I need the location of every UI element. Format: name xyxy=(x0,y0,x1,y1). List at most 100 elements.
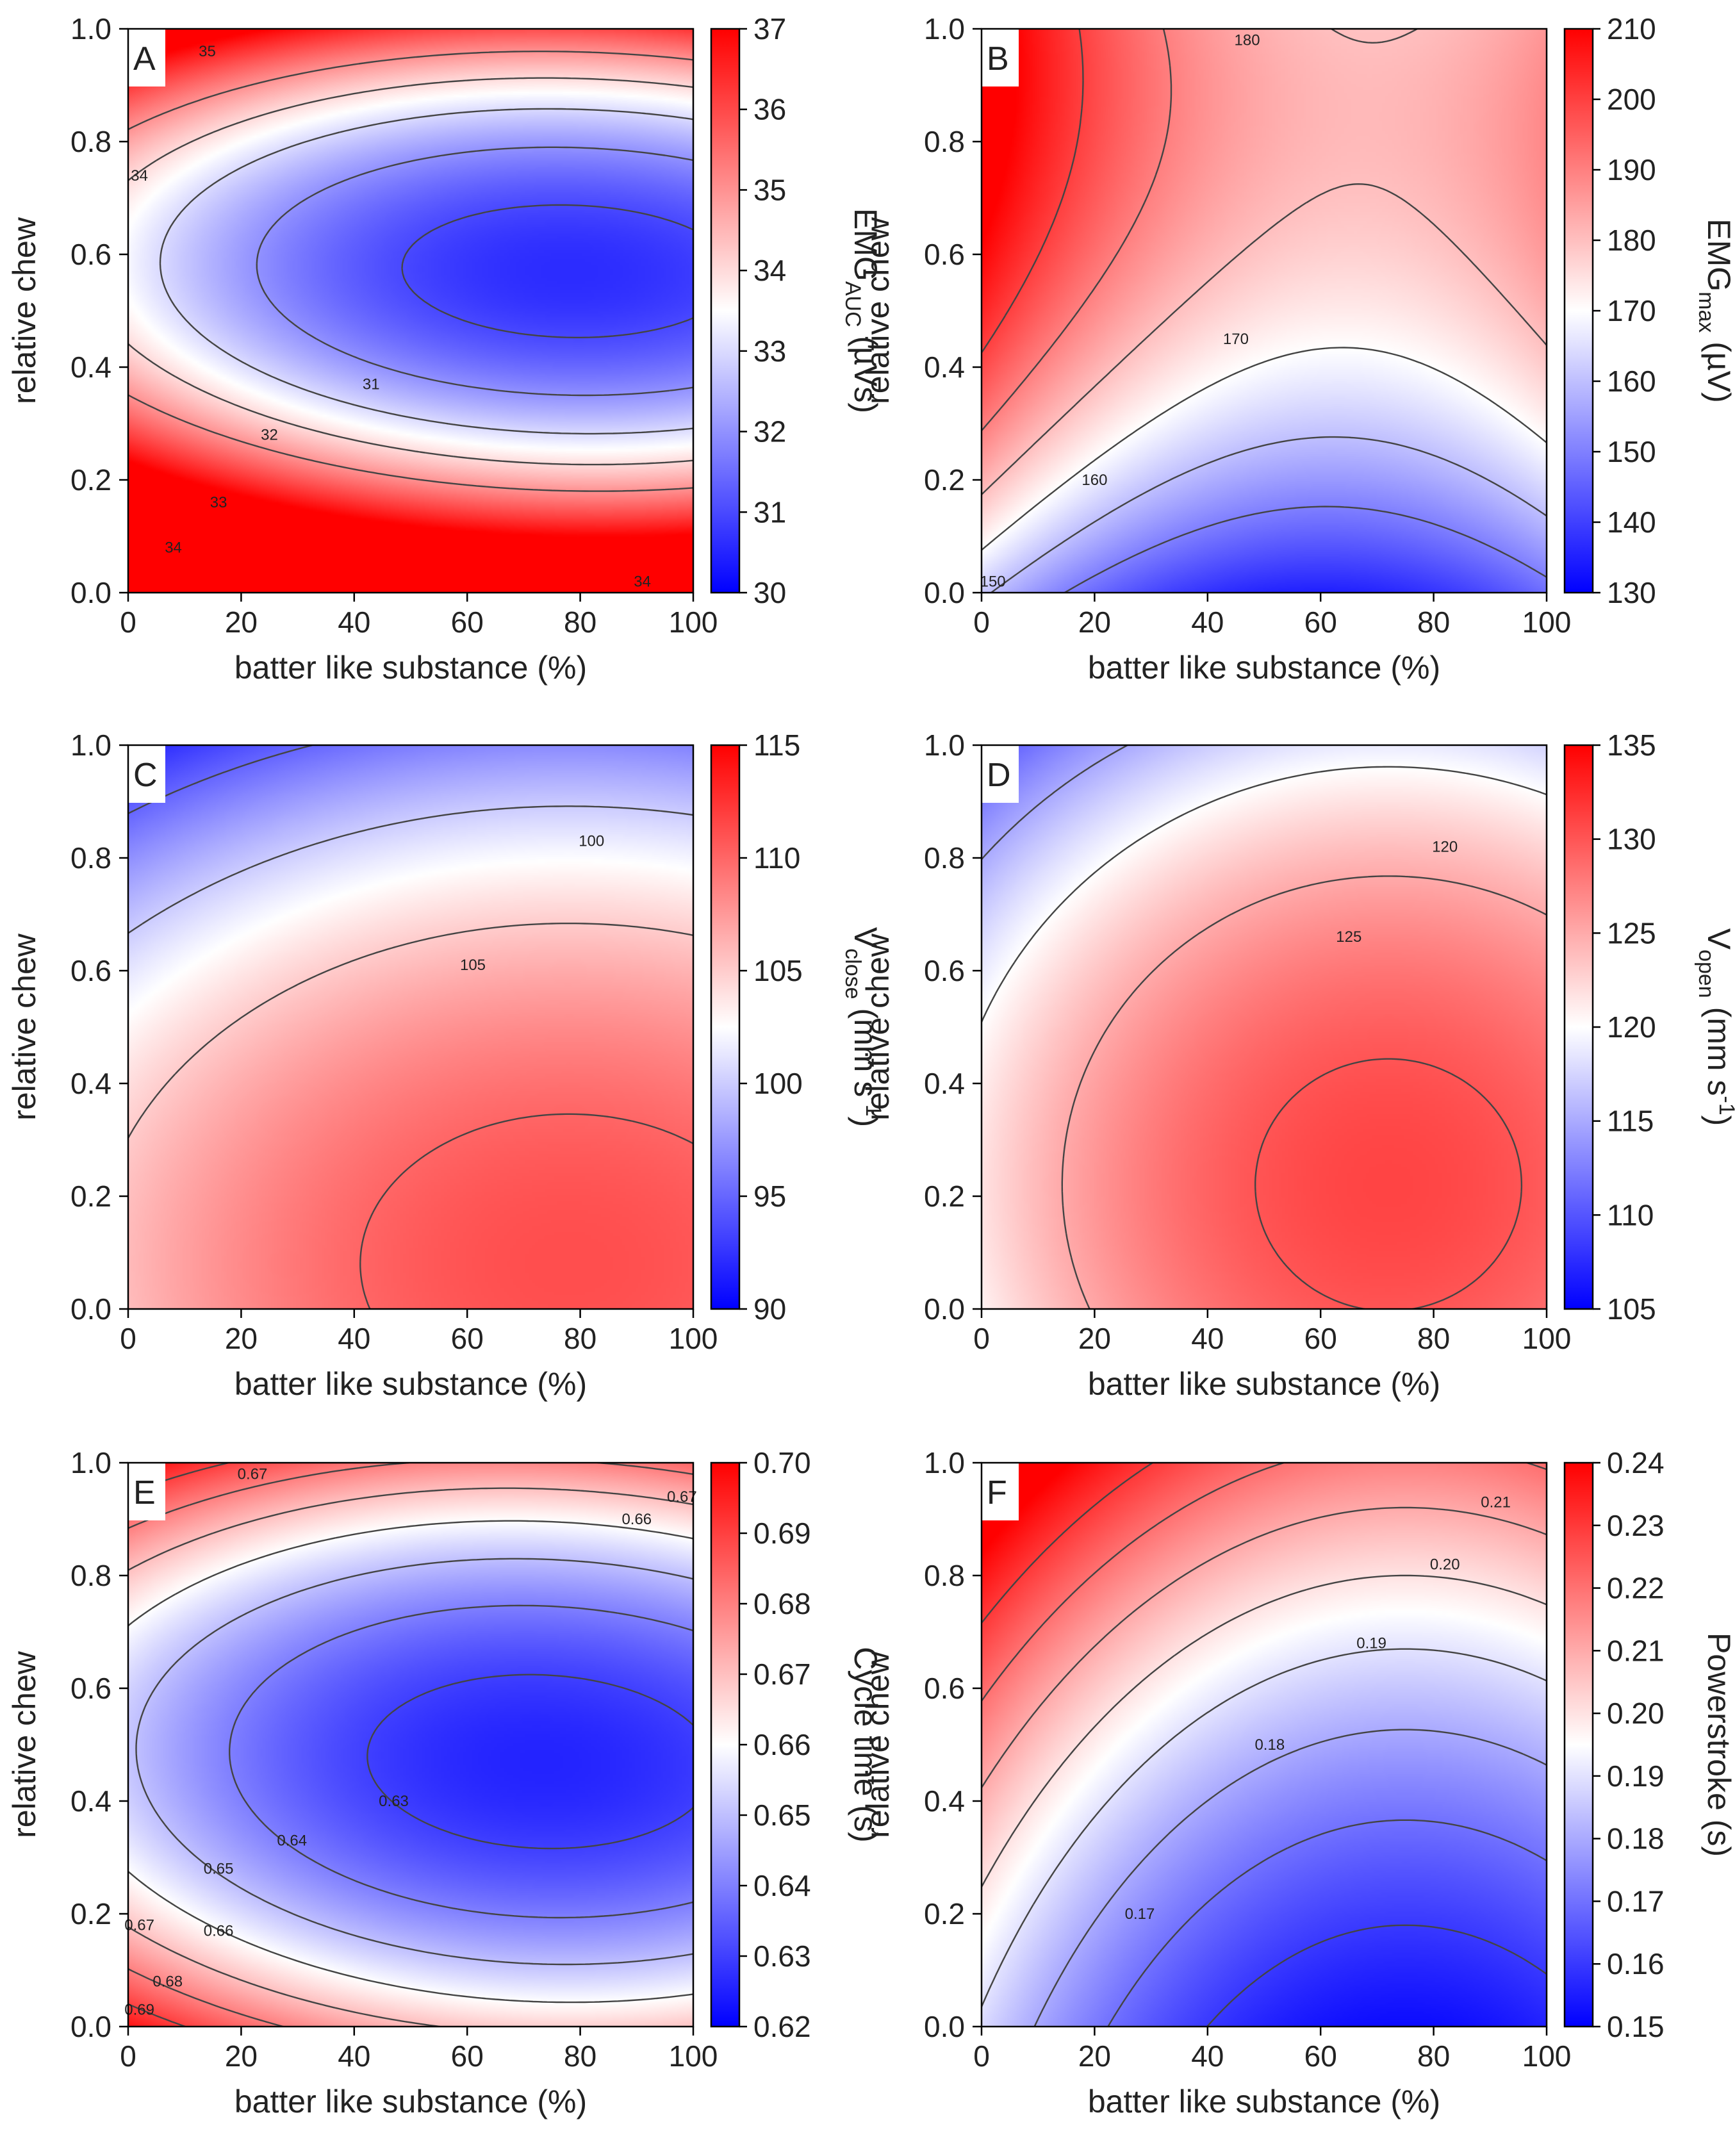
y-tick-label: 1.0 xyxy=(924,12,965,45)
y-tick-label: 0.6 xyxy=(924,954,965,987)
colorbar-tick-label: 32 xyxy=(753,415,786,448)
colorbar-tick-label: 210 xyxy=(1607,12,1656,45)
contour-line xyxy=(128,745,313,814)
y-axis-label: relative chew xyxy=(860,217,896,404)
contour-label: 0.21 xyxy=(1481,1494,1511,1511)
colorbar-label-main: EMG xyxy=(1701,218,1735,292)
colorbar-label-tail: ) xyxy=(848,1117,884,1128)
colorbar-tick-label: 150 xyxy=(1607,435,1656,468)
contour-label: 100 xyxy=(579,833,604,850)
x-tick-label: 60 xyxy=(451,2039,484,2073)
x-tick-label: 20 xyxy=(1078,605,1111,639)
panel-letter: A xyxy=(133,40,156,78)
x-axis-label: batter like substance (%) xyxy=(234,2084,587,2119)
contour-line xyxy=(982,766,1547,1023)
x-tick-label: 20 xyxy=(225,605,258,639)
colorbar-label-sup: -1 xyxy=(1714,1096,1735,1115)
x-tick-label: 100 xyxy=(1522,605,1572,639)
contour-label: 0.64 xyxy=(277,1832,307,1850)
colorbar-tick-label: 130 xyxy=(1607,576,1656,609)
x-axis-label: batter like substance (%) xyxy=(1088,650,1440,686)
x-tick-label: 100 xyxy=(1522,2039,1572,2073)
colorbar-tick-label: 0.66 xyxy=(753,1728,811,1761)
contour-line xyxy=(401,204,693,338)
colorbar-tick-label: 180 xyxy=(1607,224,1656,257)
heatmap-surface xyxy=(982,29,1547,593)
colorbar-tick-label: 0.15 xyxy=(1607,2010,1665,2043)
panel-letter-box xyxy=(128,745,165,803)
colorbar-label-sub: close xyxy=(841,948,865,999)
colorbar-label: Vclose (mm s-1) xyxy=(841,927,885,1127)
colorbar-label-tail: ) xyxy=(1701,1115,1735,1126)
colorbar-tick-label: 170 xyxy=(1607,294,1656,327)
colorbar-label: EMGmax (µV) xyxy=(1694,218,1735,403)
contour-line xyxy=(229,1604,693,1919)
panel-letter-box xyxy=(128,29,165,86)
heatmap-surface xyxy=(128,1463,693,2027)
colorbar-tick-label: 110 xyxy=(753,841,800,875)
x-tick-label: 100 xyxy=(669,1322,718,1355)
colorbar-tick-label: 110 xyxy=(1607,1198,1654,1231)
contour-line xyxy=(982,347,1547,551)
colorbar-tick-label: 90 xyxy=(753,1292,786,1326)
colorbar-tick-label: 160 xyxy=(1607,365,1656,398)
x-tick-label: 100 xyxy=(1522,1322,1572,1355)
x-tick-label: 80 xyxy=(1417,605,1450,639)
colorbar-tick-label: 37 xyxy=(753,12,786,45)
heatmap-surface xyxy=(982,745,1547,1309)
x-tick-label: 40 xyxy=(1191,1322,1224,1355)
contour-label: 0.67 xyxy=(124,1917,154,1934)
heatmap-surface xyxy=(128,745,693,1309)
colorbar-label-unit: (mm s xyxy=(848,1000,884,1098)
colorbar-tick-label: 0.19 xyxy=(1607,1759,1665,1793)
colorbar-frame xyxy=(710,28,741,594)
panel-letter: C xyxy=(133,757,158,794)
contour-label: 34 xyxy=(165,539,182,557)
contour-line xyxy=(159,108,693,435)
x-tick-label: 40 xyxy=(338,605,370,639)
colorbar-tick-label: 0.63 xyxy=(753,1939,811,1973)
contour-line xyxy=(1033,1729,1547,2027)
colorbar-tick-label: 34 xyxy=(753,254,786,287)
x-tick-label: 40 xyxy=(338,1322,370,1355)
y-tick-label: 1.0 xyxy=(924,1446,965,1479)
panel-C: 100 105 C 0 20 40 60 80 100 0.0 0.2 0.4 0.6 0.8 1.0 bat… xyxy=(6,728,885,1402)
plot-frame xyxy=(127,744,695,1310)
colorbar-label-main: V xyxy=(848,927,884,949)
y-tick-label: 0.8 xyxy=(70,1559,111,1592)
contour-label: 35 xyxy=(199,43,216,60)
contour-line xyxy=(135,1558,693,1966)
x-tick-label: 0 xyxy=(120,1322,136,1355)
y-tick-label: 0.4 xyxy=(70,1784,111,1818)
contour-line xyxy=(991,436,1547,593)
y-tick-label: 0.0 xyxy=(70,1292,111,1326)
y-tick-label: 1.0 xyxy=(70,728,111,762)
contour-line xyxy=(1061,875,1547,1309)
colorbar-tick-label: 33 xyxy=(753,334,786,368)
contour-line xyxy=(128,51,693,492)
panel-letter: E xyxy=(133,1474,156,1511)
colorbar-tick-label: 105 xyxy=(753,954,803,987)
colorbar-label-main: Cycle time (s) xyxy=(848,1647,884,1843)
contour-lines xyxy=(128,51,693,492)
colorbar: 130 140 150 160 170 180 190 200 210 EMGmax (µV) xyxy=(1563,12,1735,609)
contour-label: 31 xyxy=(363,375,380,393)
colorbar-label: Cycle time (s) xyxy=(848,1647,884,1843)
y-tick-label: 1.0 xyxy=(70,12,111,45)
colorbar-tick-label: 120 xyxy=(1607,1010,1656,1044)
y-axis-label: relative chew xyxy=(6,1650,42,1838)
colorbar-label-main: Powerstroke (s) xyxy=(1701,1633,1735,1857)
colorbar-tick-label: 0.70 xyxy=(753,1446,811,1479)
colorbar-gradient xyxy=(1565,1463,1593,2027)
colorbar-tick-label: 105 xyxy=(1607,1292,1656,1326)
colorbar-label-main: EMG xyxy=(848,208,884,281)
colorbar-tick-label: 0.16 xyxy=(1607,1947,1665,1980)
y-tick-label: 0.2 xyxy=(924,1180,965,1213)
contour-line xyxy=(128,1487,693,2027)
contour-line xyxy=(128,1463,693,2027)
plot-frame xyxy=(980,744,1548,1310)
panel-letter: F xyxy=(987,1474,1007,1511)
y-tick-label: 0.2 xyxy=(924,463,965,497)
colorbar-label-main: V xyxy=(1701,928,1735,950)
